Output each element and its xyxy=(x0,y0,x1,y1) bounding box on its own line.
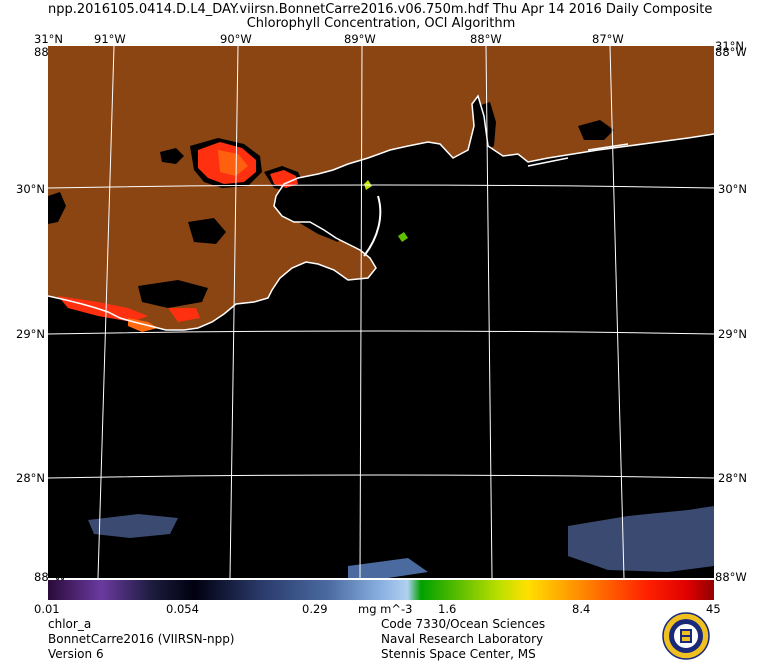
right-lat-30n: 30°N xyxy=(718,182,747,196)
pensacola-bay xyxy=(578,120,614,140)
lon-label-87w: 87°W xyxy=(592,32,624,46)
corner-label-br: 88°W xyxy=(715,570,747,584)
offshore-low-chl-east xyxy=(568,506,714,572)
file-title: npp.2016105.0414.D.L4_DAY.viirsn.BonnetC… xyxy=(48,2,713,17)
cbar-tick-1: 0.054 xyxy=(166,602,199,616)
lake-maurepas xyxy=(160,148,184,164)
terrebonne-water xyxy=(138,280,208,308)
nrl-seal-icon xyxy=(662,612,710,660)
lon-label-89w: 89°W xyxy=(344,32,376,46)
top-lat-label: 31°N xyxy=(34,32,63,46)
cbar-units: mg m^-3 xyxy=(358,602,413,616)
bloom-green-chandeleur xyxy=(398,232,408,242)
footer-lab: Naval Research Laboratory xyxy=(381,632,544,646)
footer-location: Stennis Space Center, MS xyxy=(381,647,536,661)
corner-label-tr: 88°W xyxy=(715,45,747,59)
cbar-tick-0: 0.01 xyxy=(34,602,60,616)
left-lat-28n: 28°N xyxy=(16,471,45,485)
right-lat-28n: 28°N xyxy=(718,471,747,485)
footer-dataset: BonnetCarre2016 (VIIRSN-npp) xyxy=(48,632,235,646)
right-lat-29n: 29°N xyxy=(718,327,747,341)
footer-version: Version 6 xyxy=(48,647,104,661)
cbar-tick-5: 8.4 xyxy=(572,602,591,616)
cbar-tick-6: 45 xyxy=(706,602,721,616)
bloom-lake-borgne xyxy=(270,170,298,188)
graticule xyxy=(48,46,714,578)
footer-variable: chlor_a xyxy=(48,617,92,631)
left-lat-30n: 30°N xyxy=(16,182,45,196)
colorbar xyxy=(48,580,714,600)
breton-sound xyxy=(278,192,344,242)
west-bayous xyxy=(48,192,66,224)
lon-label-91w: 91°W xyxy=(94,32,126,46)
land-mass xyxy=(48,46,714,330)
cbar-tick-4: 1.6 xyxy=(438,602,457,616)
chandeleur-islands xyxy=(363,195,382,257)
right-top-lat-label: 31°N xyxy=(715,39,744,53)
barataria-bay xyxy=(188,218,226,244)
barrier-islands xyxy=(527,143,629,167)
offshore-low-chl-west xyxy=(88,514,178,538)
bloom-pontchartrain-core xyxy=(218,150,248,176)
footer-code: Code 7330/Ocean Sciences xyxy=(381,617,546,631)
bloom-terrebonne xyxy=(58,296,148,322)
offshore-low-chl-south xyxy=(348,558,428,578)
chlorophyll-map xyxy=(48,46,714,578)
product-title: Chlorophyll Concentration, OCI Algorithm xyxy=(246,16,516,31)
lon-label-88w: 88°W xyxy=(470,32,502,46)
lon-label-90w: 90°W xyxy=(220,32,252,46)
bloom-barataria xyxy=(168,308,200,322)
cbar-tick-2: 0.29 xyxy=(302,602,328,616)
colorbar-gradient xyxy=(48,580,714,600)
left-lat-29n: 29°N xyxy=(16,327,45,341)
